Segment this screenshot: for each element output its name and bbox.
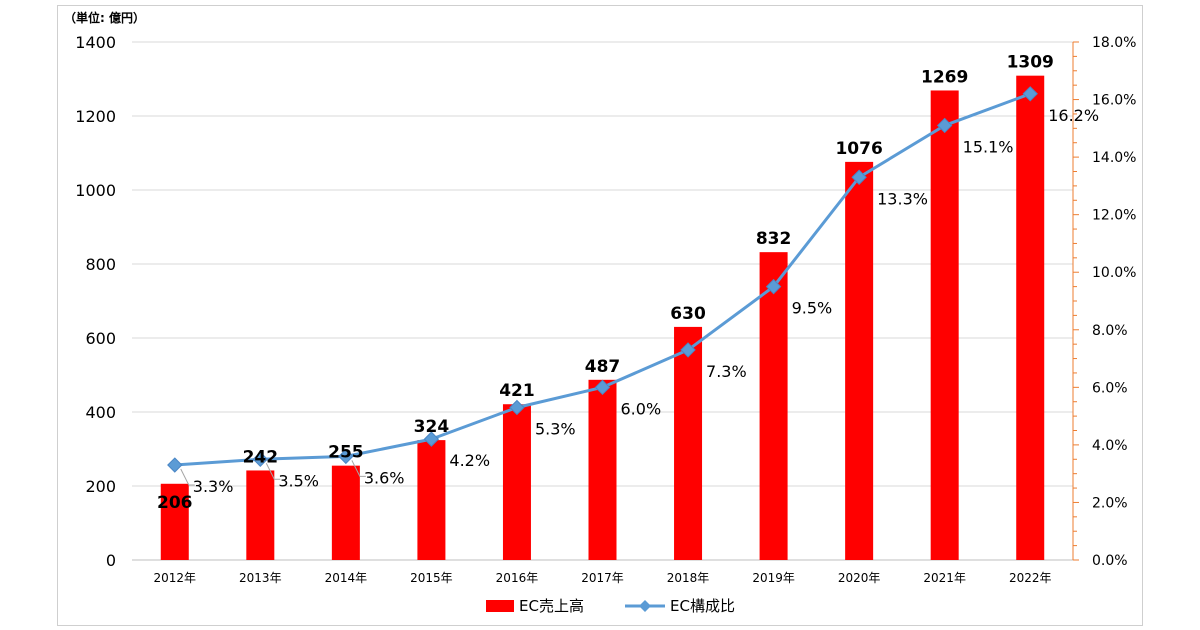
bar <box>845 161 874 560</box>
line-value-label: 4.2% <box>449 451 490 470</box>
line-marker <box>423 431 440 447</box>
label-leader-line <box>351 460 366 477</box>
label-leader-line <box>180 468 195 486</box>
line-marker <box>851 169 867 185</box>
line-marker <box>509 399 525 416</box>
bar <box>930 90 959 560</box>
line-value-label: 16.2% <box>1048 106 1099 125</box>
line-marker <box>765 278 782 295</box>
line-value-label: 3.6% <box>364 468 405 487</box>
y-right-tick-label: 4.0% <box>1092 438 1128 454</box>
bar-value-label: 421 <box>499 381 535 401</box>
line-marker <box>252 451 269 467</box>
bar <box>674 326 703 560</box>
x-tick-label: 2018年 <box>667 571 710 585</box>
y-left-tick-label: 400 <box>85 403 116 422</box>
line-value-label: 7.3% <box>706 362 747 381</box>
x-tick-label: 2019年 <box>752 571 795 585</box>
x-tick-label: 2012年 <box>153 571 196 585</box>
line-marker <box>680 342 696 358</box>
line-marker <box>338 448 354 465</box>
y-right-tick-label: 18.0% <box>1092 35 1136 51</box>
y-right-tick-label: 2.0% <box>1092 495 1128 511</box>
legend-swatch-marker <box>639 600 651 612</box>
bar <box>759 252 788 560</box>
label-leader-line <box>265 463 281 480</box>
y-right-tick-label: 14.0% <box>1092 150 1136 166</box>
y-left-tick-label: 200 <box>85 477 116 496</box>
y-right-tick-label: 12.0% <box>1092 208 1136 224</box>
y-right-tick-label: 0.0% <box>1092 553 1128 569</box>
bar-value-label: 487 <box>585 357 621 377</box>
y-left-tick-label: 800 <box>85 255 116 274</box>
legend-label: EC構成比 <box>670 597 735 615</box>
bar <box>1016 75 1045 561</box>
y-right-tick-label: 10.0% <box>1092 265 1136 281</box>
bar-value-label: 630 <box>670 304 706 324</box>
bar <box>502 404 531 560</box>
y-left-tick-label: 0 <box>106 551 116 570</box>
bar-value-label: 206 <box>157 493 193 513</box>
x-tick-label: 2021年 <box>923 571 966 585</box>
line-value-label: 15.1% <box>963 137 1014 156</box>
bar <box>331 465 360 560</box>
bar-value-label: 324 <box>414 417 450 437</box>
line-marker <box>1022 86 1038 102</box>
y-left-tick-label: 1400 <box>75 33 116 52</box>
line-marker <box>936 117 953 134</box>
bar <box>417 440 446 560</box>
y-left-tick-label: 600 <box>85 329 116 348</box>
x-tick-label: 2016年 <box>496 571 539 585</box>
y-right-tick-label: 8.0% <box>1092 323 1128 339</box>
legend-label: EC売上高 <box>519 597 584 615</box>
line-value-label: 5.3% <box>535 419 576 438</box>
x-tick-label: 2015年 <box>410 571 453 585</box>
bar-value-label: 1269 <box>921 67 968 87</box>
bar-value-label: 1309 <box>1007 53 1054 73</box>
bar <box>246 470 275 560</box>
line-marker <box>594 379 611 396</box>
bar <box>588 379 617 560</box>
x-tick-label: 2017年 <box>581 571 624 585</box>
x-tick-label: 2014年 <box>325 571 368 585</box>
line-value-label: 3.5% <box>278 471 319 490</box>
bar-value-label: 242 <box>243 447 279 467</box>
y-right-tick-label: 16.0% <box>1092 93 1136 109</box>
bar-value-label: 255 <box>328 443 364 463</box>
bar <box>160 483 189 560</box>
x-tick-label: 2022年 <box>1009 571 1052 585</box>
line-value-label: 3.3% <box>193 477 234 496</box>
line-value-label: 6.0% <box>621 399 662 418</box>
y-right-tick-label: 6.0% <box>1092 380 1128 396</box>
legend-swatch-bar <box>486 600 514 612</box>
line-marker <box>167 457 183 473</box>
line-value-label: 9.5% <box>792 299 833 318</box>
x-tick-label: 2020年 <box>838 571 881 585</box>
x-tick-label: 2013年 <box>239 571 282 585</box>
bar-value-label: 832 <box>756 229 792 249</box>
y-left-tick-label: 1000 <box>75 181 116 200</box>
unit-label: （単位: 億円） <box>64 11 145 25</box>
y-left-tick-label: 1200 <box>75 107 116 126</box>
line-value-label: 13.3% <box>877 189 928 208</box>
bar-value-label: 1076 <box>835 139 882 159</box>
